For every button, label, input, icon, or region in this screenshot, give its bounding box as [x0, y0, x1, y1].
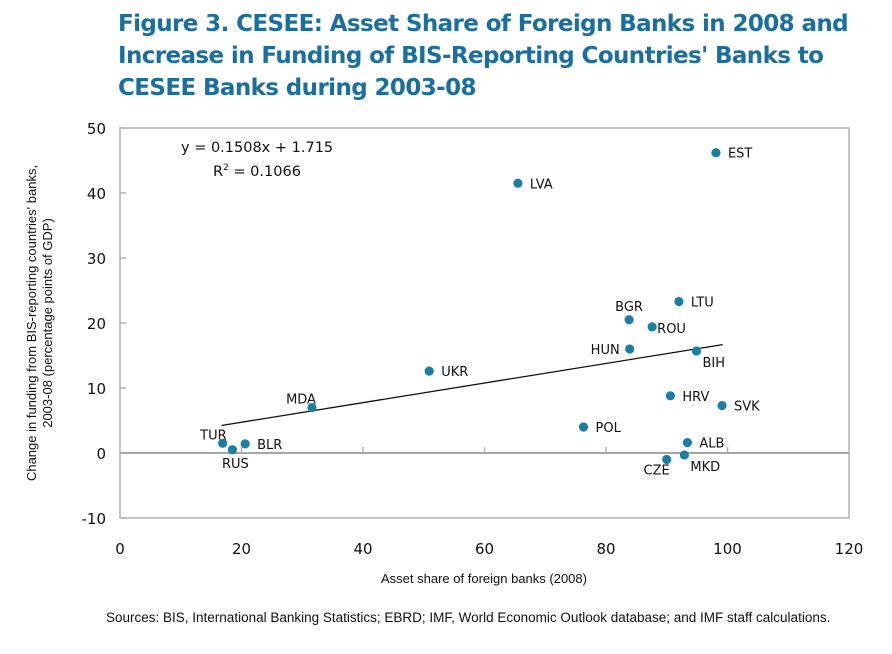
- data-point-ukr: [424, 366, 434, 376]
- data-point-est: [711, 148, 721, 158]
- data-point-label: BLR: [257, 438, 282, 453]
- x-tick-label: 80: [596, 540, 615, 558]
- data-point-tur: [218, 438, 228, 448]
- data-point-label: MDA: [286, 393, 316, 408]
- trend-equation: y = 0.1508x + 1.715: [181, 140, 333, 156]
- y-tick-label: 20: [87, 315, 106, 333]
- x-tick-label: 40: [353, 540, 372, 558]
- data-point-label: MKD: [690, 460, 720, 475]
- data-point-label: EST: [728, 147, 752, 162]
- data-point-label: SVK: [734, 400, 760, 415]
- data-point-label: HRV: [682, 390, 709, 405]
- data-point-alb: [682, 438, 693, 448]
- x-tick-label: 120: [835, 540, 864, 558]
- data-point-label: CZE: [644, 464, 670, 479]
- x-axis-title: Asset share of foreign banks (2008): [381, 571, 587, 586]
- y-tick-label: 0: [96, 445, 106, 463]
- y-axis-ticks: 50 40 30 20 10 0 -10: [82, 120, 126, 528]
- y-tick-label: 50: [87, 120, 106, 138]
- data-point-label: LTU: [691, 296, 714, 311]
- y-axis-title-line2: 2003-08 (percentage points of GDP): [40, 218, 55, 428]
- r-squared-superscript: 2: [223, 163, 229, 173]
- trend-line: [221, 343, 723, 427]
- data-point-label: POL: [596, 421, 622, 436]
- data-point-mda: [307, 402, 317, 413]
- data-points: EST LVA LTU BGR ROU HUN BIH UKR HRV SVK MDA POL ALB T…: [199, 147, 760, 479]
- data-point-label: LVA: [530, 177, 553, 192]
- data-point-blr: [240, 439, 250, 449]
- sources-note: Sources: BIS, International Banking Stat…: [106, 610, 831, 625]
- data-point-hrv: [665, 391, 675, 401]
- data-point-pol: [578, 422, 589, 432]
- data-point-label: RUS: [222, 457, 249, 472]
- y-axis-title-line1: Change in funding from BIS-reporting cou…: [24, 165, 39, 481]
- data-point-mkd: [679, 450, 689, 460]
- data-point-rou: [647, 322, 657, 332]
- data-point-svk: [717, 400, 727, 411]
- y-tick-label: 10: [87, 380, 106, 398]
- x-tick-label: 100: [713, 540, 742, 558]
- r-squared: R2 = 0.1066: [213, 163, 301, 180]
- data-point-cze: [662, 454, 672, 465]
- data-point-label: BGR: [615, 300, 643, 315]
- data-point-label: ROU: [657, 322, 686, 337]
- x-tick-label: 0: [115, 540, 125, 558]
- y-tick-label: 40: [87, 185, 106, 203]
- data-point-hun: [625, 344, 635, 354]
- data-point-bih: [691, 346, 702, 356]
- y-tick-label: -10: [82, 510, 107, 528]
- r-squared-value: = 0.1066: [229, 164, 301, 180]
- data-point-bgr: [624, 315, 634, 325]
- data-point-rus: [227, 445, 237, 455]
- y-tick-label: 30: [87, 250, 106, 268]
- x-tick-label: 60: [475, 540, 494, 558]
- r-squared-prefix: R: [213, 164, 223, 180]
- data-point-label: ALB: [699, 437, 724, 452]
- data-point-label: BIH: [703, 356, 726, 371]
- data-point-label: HUN: [591, 343, 620, 358]
- data-point-lva: [513, 178, 523, 188]
- data-point-ltu: [674, 296, 684, 307]
- chart-title: Figure 3. CESEE: Asset Share of Foreign …: [118, 11, 849, 101]
- data-point-label: UKR: [441, 365, 468, 380]
- x-tick-label: 20: [232, 540, 251, 558]
- data-point-label: TUR: [199, 428, 227, 443]
